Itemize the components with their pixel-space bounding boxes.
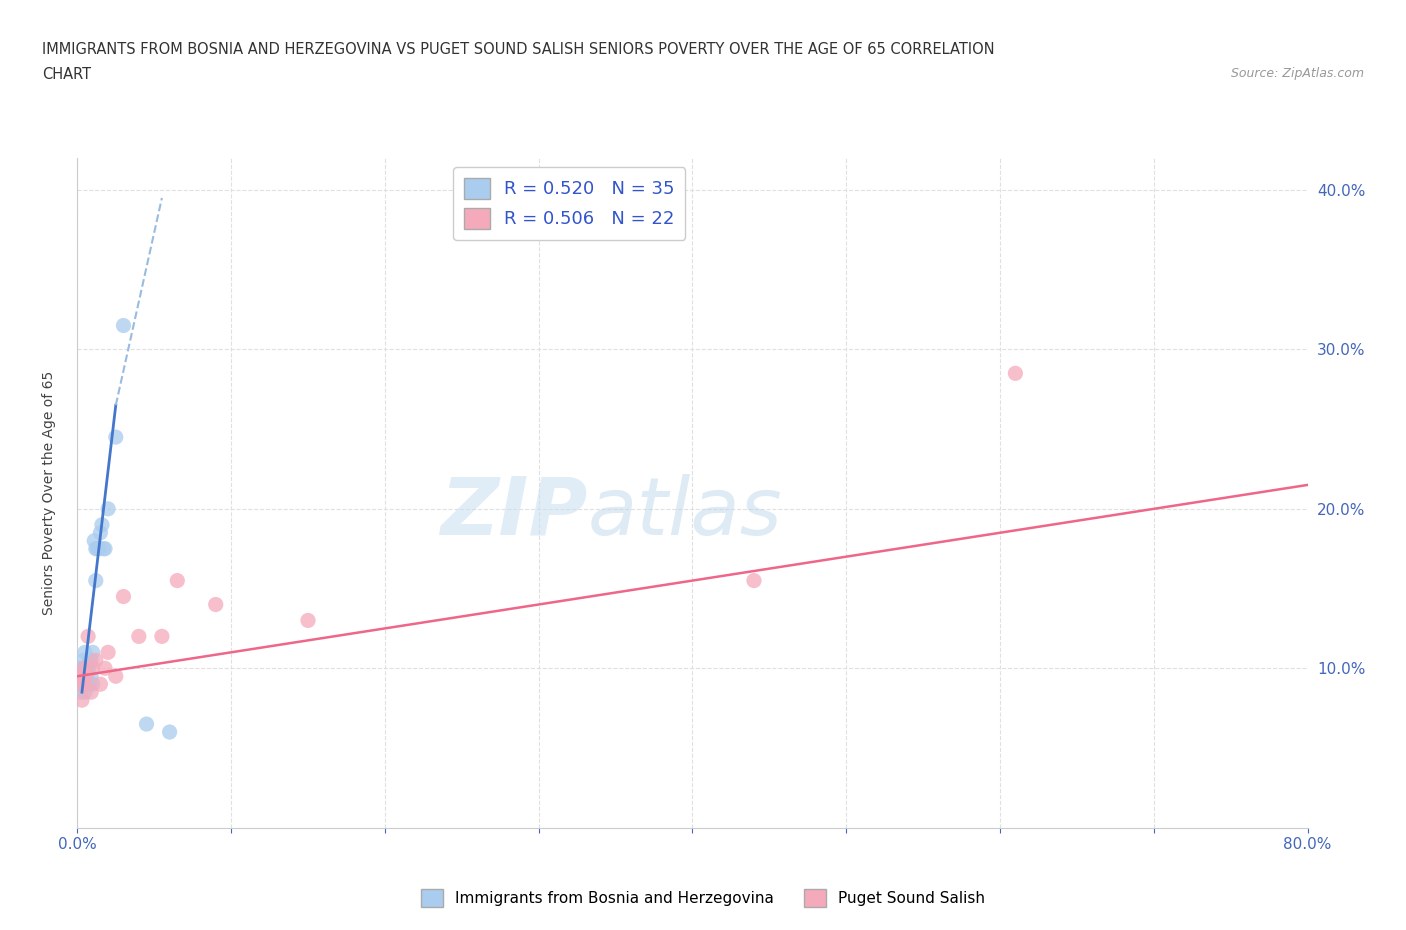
Point <box>86 541 108 556</box>
Point <box>70 693 93 708</box>
Legend: Immigrants from Bosnia and Herzegovina, Puget Sound Salish: Immigrants from Bosnia and Herzegovina, … <box>415 884 991 913</box>
Point <box>135 717 157 732</box>
Point <box>89 677 111 692</box>
Point <box>79 653 101 668</box>
Point <box>76 661 98 676</box>
Point <box>94 541 117 556</box>
Text: atlas: atlas <box>588 474 783 552</box>
Point <box>80 669 103 684</box>
Point <box>72 661 94 676</box>
Text: CHART: CHART <box>42 67 91 82</box>
Point <box>150 629 173 644</box>
Point <box>69 677 91 692</box>
Point <box>77 677 100 692</box>
Point <box>84 573 107 588</box>
Point <box>104 430 127 445</box>
Point <box>97 644 120 659</box>
Point <box>73 677 96 692</box>
Point <box>73 669 96 684</box>
Point <box>166 573 188 588</box>
Point <box>67 669 90 684</box>
Point <box>72 669 94 684</box>
Text: Source: ZipAtlas.com: Source: ZipAtlas.com <box>1230 67 1364 80</box>
Text: ZIP: ZIP <box>440 474 588 552</box>
Point <box>82 661 104 676</box>
Point <box>104 669 127 684</box>
Point <box>73 644 96 659</box>
Point <box>80 684 103 699</box>
Point <box>83 533 105 548</box>
Legend: R = 0.520   N = 35, R = 0.506   N = 22: R = 0.520 N = 35, R = 0.506 N = 22 <box>454 167 685 240</box>
Point <box>94 661 117 676</box>
Point <box>76 669 98 684</box>
Point <box>93 541 115 556</box>
Point <box>90 517 114 532</box>
Point <box>72 653 94 668</box>
Point <box>76 677 98 692</box>
Point <box>77 661 100 676</box>
Point <box>742 573 765 588</box>
Point <box>1004 365 1026 380</box>
Point <box>69 684 91 699</box>
Point <box>159 724 181 739</box>
Point <box>73 684 96 699</box>
Point <box>97 501 120 516</box>
Point <box>82 644 104 659</box>
Text: IMMIGRANTS FROM BOSNIA AND HERZEGOVINA VS PUGET SOUND SALISH SENIORS POVERTY OVE: IMMIGRANTS FROM BOSNIA AND HERZEGOVINA V… <box>42 42 995 57</box>
Point <box>67 669 90 684</box>
Point <box>84 653 107 668</box>
Point <box>112 318 135 333</box>
Point <box>69 661 91 676</box>
Point <box>87 541 110 556</box>
Point <box>297 613 319 628</box>
Point <box>112 589 135 604</box>
Point <box>67 677 90 692</box>
Point <box>82 677 104 692</box>
Point <box>70 661 93 676</box>
Point <box>204 597 226 612</box>
Y-axis label: Seniors Poverty Over the Age of 65: Seniors Poverty Over the Age of 65 <box>42 371 56 615</box>
Point <box>89 525 111 540</box>
Point <box>77 629 100 644</box>
Point <box>70 677 93 692</box>
Point <box>84 541 107 556</box>
Point <box>79 677 101 692</box>
Point <box>128 629 150 644</box>
Point <box>80 653 103 668</box>
